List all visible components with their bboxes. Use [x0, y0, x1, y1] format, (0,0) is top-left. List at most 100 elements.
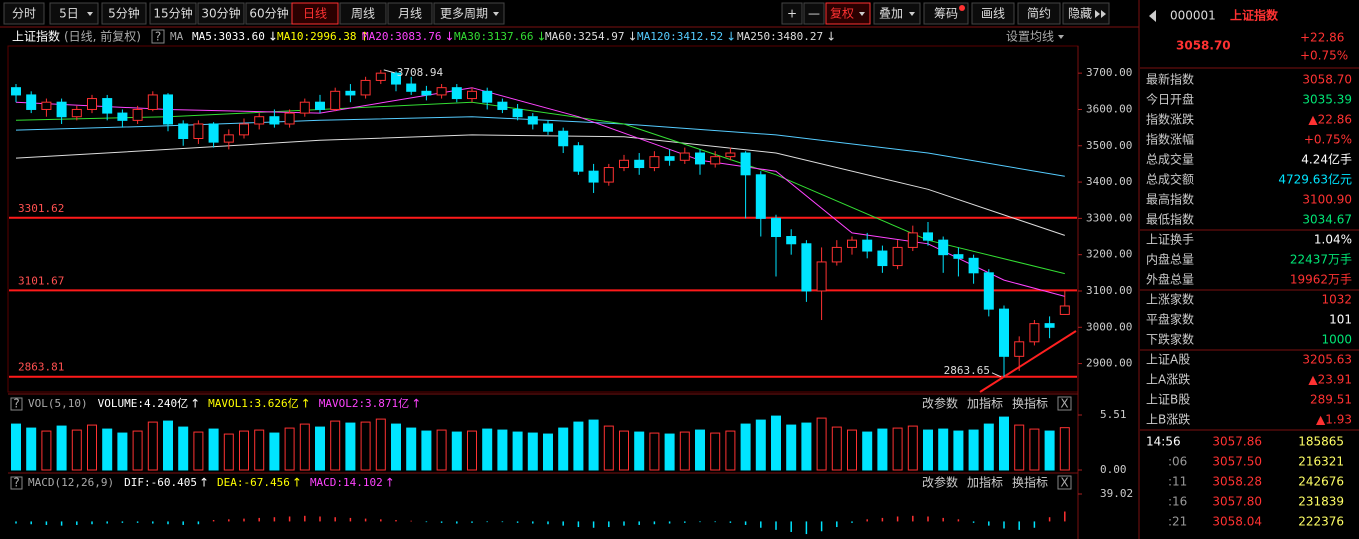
tool-button[interactable] — [971, 2, 1015, 25]
quote-label: 平盘家数 — [1146, 312, 1194, 327]
tool-button[interactable] — [873, 2, 921, 25]
tool-label[interactable]: 画线 — [981, 7, 1005, 21]
y-tick-label: 3700.00 — [1086, 66, 1132, 79]
tool-label[interactable]: 叠加 — [879, 7, 903, 21]
candle-body — [907, 232, 918, 248]
panel-button[interactable]: 换指标 — [1012, 475, 1048, 490]
period-label[interactable]: 周线 — [351, 7, 375, 21]
candle-body — [847, 239, 857, 248]
ma-value: MA250:3480.27 — [737, 30, 823, 43]
close-icon[interactable]: X — [1060, 476, 1068, 490]
tool-label[interactable]: + — [787, 7, 797, 21]
period-button[interactable] — [387, 2, 433, 25]
candle-body — [239, 123, 249, 136]
candle-body — [603, 167, 614, 183]
ma-label: MA — [170, 30, 184, 43]
volume-bar — [299, 423, 310, 471]
candle-body — [862, 239, 873, 252]
panel-button[interactable]: 加指标 — [967, 396, 1003, 411]
close-box[interactable] — [1057, 475, 1072, 490]
volume-bar — [999, 416, 1009, 471]
close-icon[interactable]: X — [1060, 397, 1068, 411]
period-button[interactable] — [197, 2, 245, 25]
settings-button[interactable]: 设置均线 — [1006, 30, 1054, 44]
tool-label[interactable]: 隐藏 — [1068, 7, 1092, 21]
volume-bar — [208, 428, 219, 471]
period-label[interactable]: 月线 — [398, 7, 422, 21]
period-label[interactable]: 日线 — [303, 7, 327, 21]
volume-bar — [588, 419, 599, 471]
tool-label[interactable]: 筹码 — [934, 7, 958, 21]
period-button[interactable] — [49, 2, 99, 25]
dropdown-icon — [1058, 35, 1064, 39]
panel-button[interactable]: 换指标 — [1012, 396, 1048, 411]
back-icon[interactable] — [1149, 10, 1156, 22]
close-box[interactable] — [1057, 396, 1072, 411]
tool-button[interactable] — [781, 2, 803, 25]
volume-bar — [239, 430, 249, 471]
ma-line — [15, 134, 1065, 236]
legend-arrow: ↑ — [190, 397, 200, 411]
dropdown-icon — [859, 12, 865, 16]
period-label[interactable]: 更多周期 — [440, 7, 488, 21]
period-label[interactable]: 5分钟 — [108, 6, 140, 21]
period-button[interactable] — [433, 2, 505, 25]
tool-label[interactable]: 简约 — [1027, 6, 1051, 21]
candle-body — [436, 87, 447, 96]
panel-button[interactable]: 加指标 — [967, 475, 1003, 490]
tool-button[interactable] — [1062, 2, 1110, 25]
volume-bar — [482, 428, 493, 471]
tick-price: 3057.80 — [1212, 495, 1262, 509]
panel-button[interactable]: 改参数 — [922, 396, 958, 411]
period-label[interactable]: 30分钟 — [201, 6, 240, 21]
dropdown-icon — [493, 12, 499, 16]
ma-arrow: ↓ — [444, 30, 454, 44]
tick-volume: 242676 — [1298, 475, 1344, 489]
quote-value: 1000 — [1321, 333, 1352, 347]
legend-text: MACD(12,26,9) — [28, 476, 114, 489]
quote-value: 19962万手 — [1290, 273, 1352, 287]
candle-body — [527, 116, 538, 125]
period-button[interactable] — [339, 2, 387, 25]
period-button[interactable] — [149, 2, 197, 25]
tick-price: 3057.86 — [1212, 435, 1262, 449]
candle-body — [330, 90, 341, 110]
panel-button[interactable]: 改参数 — [922, 475, 958, 490]
tool-label[interactable]: 复权 — [830, 7, 854, 21]
tool-label[interactable]: — — [808, 7, 820, 21]
tool-button[interactable] — [825, 2, 871, 25]
candle-body — [558, 130, 569, 147]
period-label[interactable]: 5日 — [59, 7, 79, 21]
quote-label: 下跌家数 — [1146, 332, 1194, 347]
volume-bar — [223, 433, 234, 471]
help-box — [10, 397, 23, 411]
volume-bar — [11, 423, 21, 471]
quote-value: 1032 — [1321, 293, 1352, 307]
volume-bar — [740, 423, 751, 471]
volume-bar — [345, 422, 356, 471]
period-label[interactable]: 15分钟 — [153, 6, 192, 21]
period-label[interactable]: 60分钟 — [249, 6, 288, 21]
volume-bar — [375, 418, 386, 471]
period-button[interactable] — [101, 2, 147, 25]
ma-line — [15, 101, 1065, 275]
period-button[interactable] — [3, 2, 45, 25]
period-label[interactable]: 分时 — [12, 7, 36, 21]
tick-volume: 222376 — [1298, 515, 1344, 529]
ma-value: MA30:3137.66 — [454, 30, 533, 43]
help-box — [151, 29, 165, 44]
candle-body — [223, 134, 234, 143]
volume-bar — [786, 424, 797, 471]
legend-arrow: ↑ — [385, 476, 395, 490]
volume-bar — [1044, 430, 1055, 471]
period-button[interactable] — [291, 2, 339, 25]
legend-text: MACD:14.102 — [310, 476, 383, 489]
trend-line — [979, 330, 1077, 393]
tool-button[interactable] — [803, 2, 825, 25]
candle-body — [102, 98, 113, 114]
tool-button[interactable] — [923, 2, 969, 25]
candle-body — [87, 98, 97, 110]
quote-value: 3100.90 — [1302, 193, 1352, 207]
tool-button[interactable] — [1017, 2, 1061, 25]
